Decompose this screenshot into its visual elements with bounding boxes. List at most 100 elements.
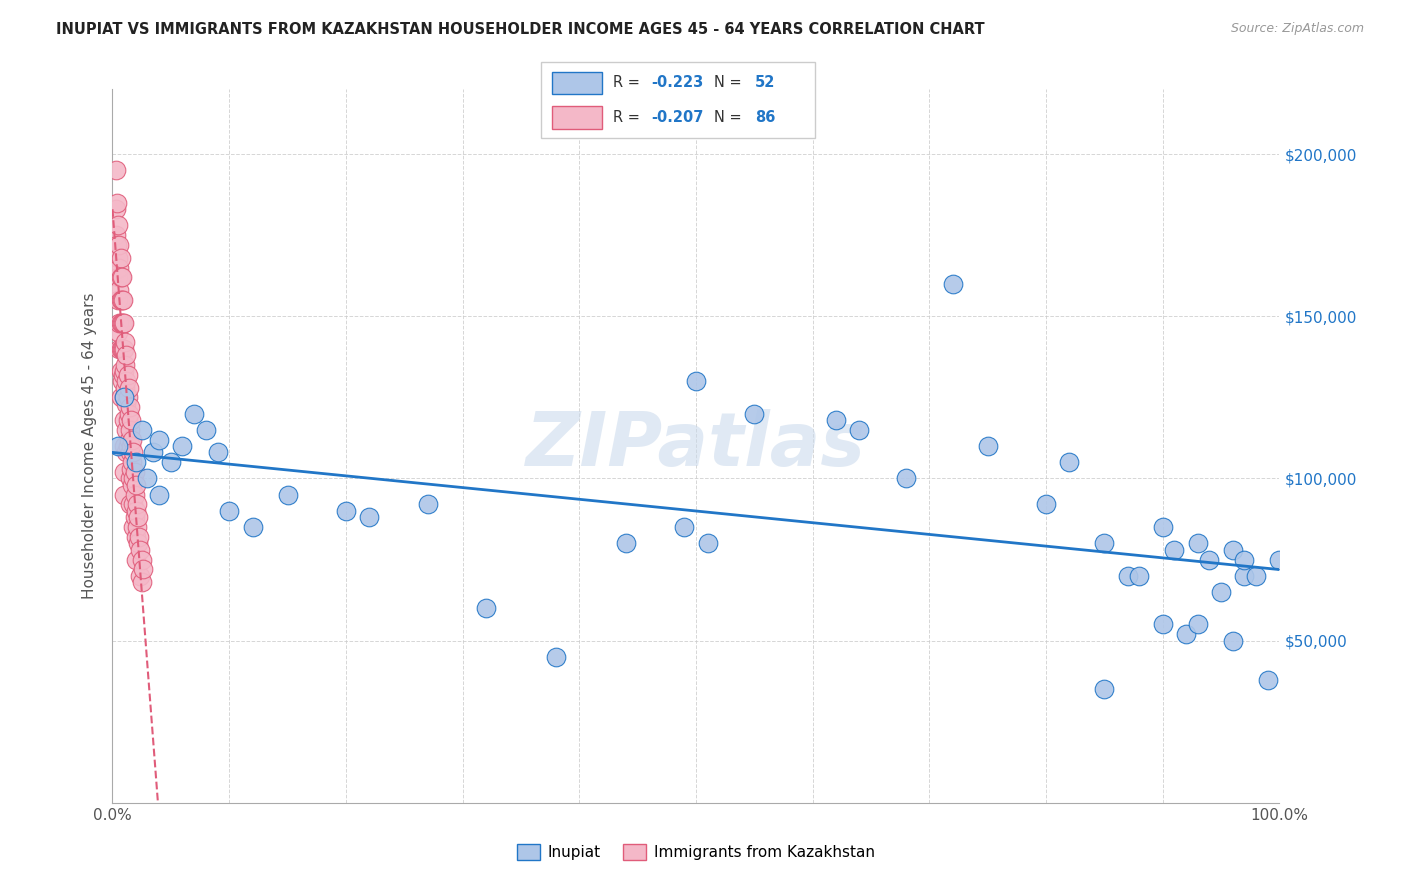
Point <box>614 536 637 550</box>
Point <box>111 368 134 382</box>
Text: INUPIAT VS IMMIGRANTS FROM KAZAKHSTAN HOUSEHOLDER INCOME AGES 45 - 64 YEARS CORR: INUPIAT VS IMMIGRANTS FROM KAZAKHSTAN HO… <box>56 22 984 37</box>
Point <box>128 530 150 544</box>
Text: -0.223: -0.223 <box>651 76 703 90</box>
Point <box>696 536 718 550</box>
Point <box>1187 617 1209 632</box>
Point <box>124 465 146 479</box>
Point <box>118 423 141 437</box>
Point <box>122 497 145 511</box>
Point <box>110 316 132 330</box>
Point <box>112 465 135 479</box>
Point <box>1128 568 1150 582</box>
Point <box>112 316 135 330</box>
Text: R =: R = <box>613 111 644 125</box>
Point <box>110 390 132 404</box>
Point <box>107 270 129 285</box>
Point <box>1059 455 1081 469</box>
Point <box>1244 568 1267 582</box>
Point <box>120 439 142 453</box>
Point <box>108 260 131 275</box>
Point <box>335 504 357 518</box>
Text: N =: N = <box>714 76 747 90</box>
Point <box>1116 568 1139 582</box>
Point <box>207 445 229 459</box>
Text: 86: 86 <box>755 111 776 125</box>
Point <box>120 413 142 427</box>
Point <box>1268 552 1291 566</box>
Point <box>129 568 152 582</box>
Point <box>475 601 498 615</box>
Point <box>1035 497 1057 511</box>
Point <box>108 316 131 330</box>
Point <box>115 374 138 388</box>
Point <box>142 445 165 459</box>
Point <box>125 552 148 566</box>
Point <box>122 471 145 485</box>
Point <box>112 364 135 378</box>
Point <box>117 413 139 427</box>
Point <box>118 445 141 459</box>
Point <box>114 381 136 395</box>
Point <box>115 348 138 362</box>
Point <box>121 478 143 492</box>
Point <box>104 228 127 243</box>
Point <box>1222 542 1244 557</box>
Point <box>125 497 148 511</box>
Point <box>107 251 129 265</box>
Y-axis label: Householder Income Ages 45 - 64 years: Householder Income Ages 45 - 64 years <box>82 293 97 599</box>
Point <box>218 504 240 518</box>
Point <box>976 439 998 453</box>
Point <box>110 364 132 378</box>
Text: -0.207: -0.207 <box>651 111 703 125</box>
Point <box>1257 673 1279 687</box>
Point <box>115 397 138 411</box>
Point <box>1187 536 1209 550</box>
Point <box>172 439 194 453</box>
Point <box>110 293 132 307</box>
Point <box>107 293 129 307</box>
Point <box>136 471 159 485</box>
Point <box>118 433 141 447</box>
Point <box>107 326 129 340</box>
Point <box>112 488 135 502</box>
Point <box>125 530 148 544</box>
Point <box>148 433 170 447</box>
Point <box>132 562 155 576</box>
FancyBboxPatch shape <box>553 71 602 95</box>
Point <box>114 358 136 372</box>
Point <box>112 439 135 453</box>
Point <box>111 316 134 330</box>
Point <box>131 575 153 590</box>
Point <box>194 423 217 437</box>
FancyBboxPatch shape <box>553 106 602 129</box>
Point <box>110 251 132 265</box>
Point <box>117 439 139 453</box>
Point <box>105 195 128 210</box>
Point <box>1233 568 1256 582</box>
Point <box>1094 682 1116 697</box>
Point <box>1163 542 1185 557</box>
Point <box>111 316 134 330</box>
Point <box>107 439 129 453</box>
Point <box>118 471 141 485</box>
Point <box>416 497 439 511</box>
Point <box>118 400 141 414</box>
Point <box>108 342 131 356</box>
Point <box>848 423 870 437</box>
Point <box>125 478 148 492</box>
Point <box>242 520 264 534</box>
Point <box>112 342 135 356</box>
Point <box>117 368 139 382</box>
Point <box>108 283 131 297</box>
Point <box>118 407 141 421</box>
Point <box>124 510 146 524</box>
Point <box>111 342 134 356</box>
Point <box>108 238 131 252</box>
Point <box>125 504 148 518</box>
Point <box>544 649 567 664</box>
Point <box>359 510 381 524</box>
Point <box>112 413 135 427</box>
Point <box>1222 633 1244 648</box>
Point <box>122 445 145 459</box>
Point <box>673 520 696 534</box>
